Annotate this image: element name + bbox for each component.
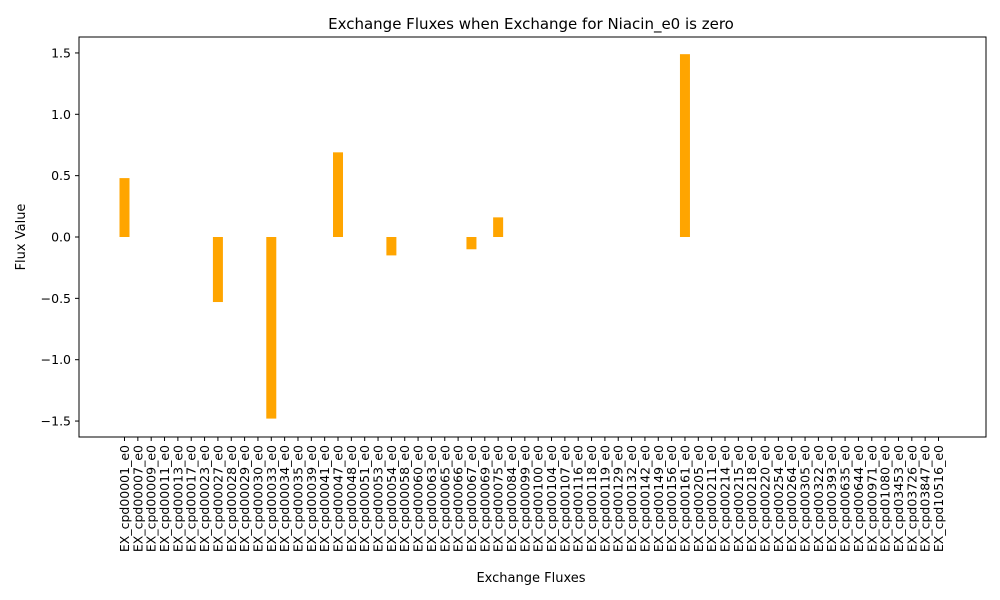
bar <box>679 54 690 237</box>
x-tick-label: EX_cpd00029_e0 <box>237 445 252 552</box>
x-tick-label: EX_cpd10516_e0 <box>931 445 946 552</box>
x-tick-label: EX_cpd00104_e0 <box>544 445 559 552</box>
x-tick-label: EX_cpd00132_e0 <box>624 445 639 552</box>
x-tick-label: EX_cpd00041_e0 <box>317 445 332 552</box>
x-tick-label: EX_cpd00009_e0 <box>144 445 159 552</box>
x-tick-label: EX_cpd00264_e0 <box>784 445 799 552</box>
x-tick-label: EX_cpd00013_e0 <box>170 445 185 552</box>
x-tick-label: EX_cpd00205_e0 <box>691 445 706 552</box>
y-tick-label: −1.0 <box>41 352 71 367</box>
x-tick-label: EX_cpd00034_e0 <box>277 445 292 552</box>
x-tick-label: EX_cpd03726_e0 <box>904 445 919 552</box>
x-tick-label: EX_cpd00116_e0 <box>571 445 586 552</box>
x-tick-label: EX_cpd00066_e0 <box>451 445 466 552</box>
x-tick-label: EX_cpd00214_e0 <box>717 445 732 552</box>
x-tick-label: EX_cpd00065_e0 <box>437 445 452 552</box>
bar <box>386 237 397 256</box>
x-tick-label: EX_cpd00069_e0 <box>477 445 492 552</box>
x-tick-label: EX_cpd00211_e0 <box>704 445 719 552</box>
x-tick-label: EX_cpd00030_e0 <box>250 445 265 552</box>
x-tick-label: EX_cpd00129_e0 <box>611 445 626 552</box>
x-tick-label: EX_cpd00322_e0 <box>811 445 826 552</box>
x-tick-label: EX_cpd00099_e0 <box>517 445 532 552</box>
x-tick-label: EX_cpd00039_e0 <box>304 445 319 552</box>
y-tick-label: 0.5 <box>51 168 71 183</box>
x-tick-label: EX_cpd00161_e0 <box>677 445 692 552</box>
bar <box>212 237 223 303</box>
x-tick-label: EX_cpd00215_e0 <box>731 445 746 552</box>
x-tick-label: EX_cpd00305_e0 <box>798 445 813 552</box>
x-tick-label: EX_cpd00119_e0 <box>597 445 612 552</box>
x-tick-label: EX_cpd00644_e0 <box>851 445 866 552</box>
x-tick-label: EX_cpd00075_e0 <box>491 445 506 552</box>
bar <box>266 237 277 419</box>
x-tick-label: EX_cpd00107_e0 <box>557 445 572 552</box>
x-tick-label: EX_cpd00051_e0 <box>357 445 372 552</box>
x-tick-label: EX_cpd00028_e0 <box>224 445 239 552</box>
x-tick-label: EX_cpd00027_e0 <box>210 445 225 552</box>
x-tick-label: EX_cpd03847_e0 <box>918 445 933 552</box>
x-tick-label: EX_cpd00060_e0 <box>411 445 426 552</box>
x-tick-label: EX_cpd00001_e0 <box>117 445 132 552</box>
x-tick-label: EX_cpd00058_e0 <box>397 445 412 552</box>
x-tick-label: EX_cpd00084_e0 <box>504 445 519 552</box>
x-tick-label: EX_cpd00218_e0 <box>744 445 759 552</box>
x-tick-label: EX_cpd03453_e0 <box>891 445 906 552</box>
x-tick-label: EX_cpd00067_e0 <box>464 445 479 552</box>
bars-group <box>119 54 690 419</box>
x-tick-label: EX_cpd00053_e0 <box>371 445 386 552</box>
bar <box>333 152 344 237</box>
x-tick-label: EX_cpd00254_e0 <box>771 445 786 552</box>
x-axis-label: Exchange Fluxes <box>476 571 585 586</box>
y-tick-label: −1.5 <box>41 414 71 429</box>
x-tick-label: EX_cpd00054_e0 <box>384 445 399 552</box>
y-axis: −1.5 −1.0 −0.5 0.0 0.5 1.0 1.5 <box>41 45 79 429</box>
y-tick-label: 0.0 <box>51 230 71 245</box>
x-tick-label: EX_cpd01080_e0 <box>878 445 893 552</box>
x-tick-label: EX_cpd00220_e0 <box>758 445 773 552</box>
x-tick-label: EX_cpd00393_e0 <box>824 445 839 552</box>
x-tick-label: EX_cpd00063_e0 <box>424 445 439 552</box>
x-tick-label: EX_cpd00118_e0 <box>584 445 599 552</box>
bar <box>466 237 477 250</box>
bar <box>119 178 130 237</box>
y-tick-label: −0.5 <box>41 291 71 306</box>
y-axis-label: Flux Value <box>14 204 29 271</box>
x-tick-label: EX_cpd00156_e0 <box>664 445 679 552</box>
x-axis: EX_cpd00001_e0EX_cpd00007_e0EX_cpd00009_… <box>117 437 946 552</box>
x-tick-label: EX_cpd00007_e0 <box>130 445 145 552</box>
x-tick-label: EX_cpd00023_e0 <box>197 445 212 552</box>
y-tick-label: 1.0 <box>51 107 71 122</box>
x-tick-label: EX_cpd00100_e0 <box>531 445 546 552</box>
x-tick-label: EX_cpd00635_e0 <box>838 445 853 552</box>
bar <box>493 217 504 237</box>
chart-title: Exchange Fluxes when Exchange for Niacin… <box>328 15 734 34</box>
x-tick-label: EX_cpd00011_e0 <box>157 445 172 552</box>
x-tick-label: EX_cpd00142_e0 <box>637 445 652 552</box>
x-tick-label: EX_cpd00048_e0 <box>344 445 359 552</box>
x-tick-label: EX_cpd00035_e0 <box>290 445 305 552</box>
x-tick-label: EX_cpd00149_e0 <box>651 445 666 552</box>
x-tick-label: EX_cpd00971_e0 <box>864 445 879 552</box>
x-tick-label: EX_cpd00047_e0 <box>331 445 346 552</box>
x-tick-label: EX_cpd00017_e0 <box>184 445 199 552</box>
x-tick-label: EX_cpd00033_e0 <box>264 445 279 552</box>
y-tick-label: 1.5 <box>51 45 71 60</box>
